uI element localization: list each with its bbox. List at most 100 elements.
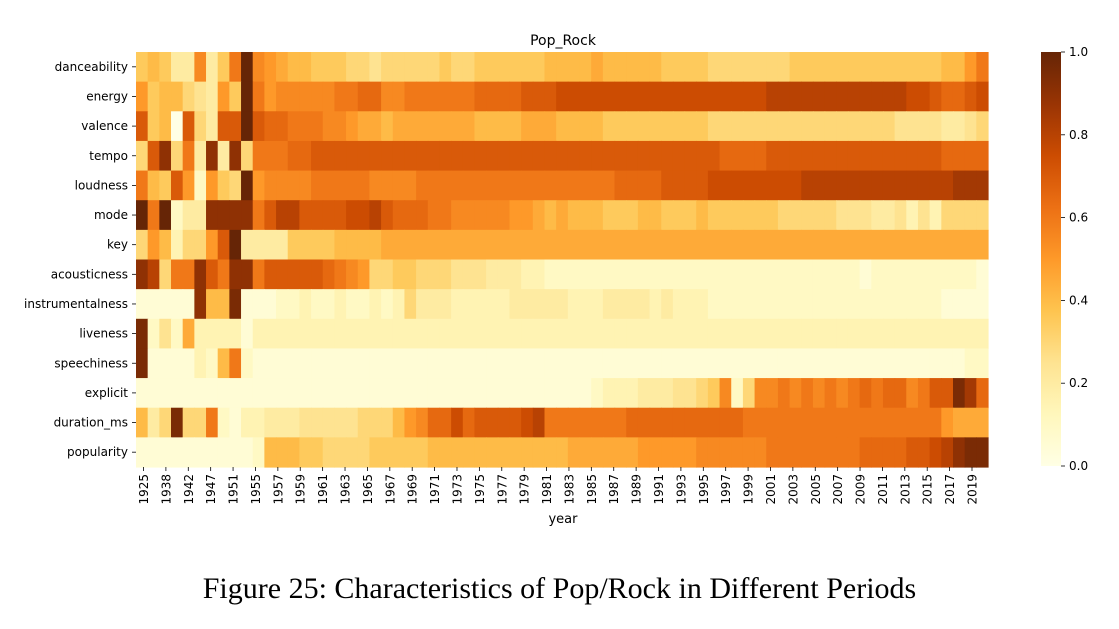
- heatmap-cell: [532, 111, 546, 142]
- heatmap-cell: [952, 318, 966, 350]
- heatmap-cell: [894, 200, 907, 231]
- heatmap-cell: [439, 140, 452, 172]
- heatmap-cell: [264, 407, 277, 438]
- heatmap-cell: [311, 229, 324, 261]
- heatmap-cell: [206, 111, 219, 142]
- heatmap-cell: [976, 318, 989, 350]
- heatmap-cell: [626, 111, 639, 142]
- x-tick-label: 2009: [854, 474, 868, 505]
- heatmap-cell: [276, 81, 289, 112]
- heatmap-cell: [777, 200, 791, 231]
- heatmap-cell: [486, 52, 499, 83]
- heatmap-cell: [136, 140, 149, 172]
- heatmap-cell: [777, 318, 791, 350]
- heatmap-cell: [941, 259, 954, 290]
- heatmap-cell: [521, 318, 534, 350]
- heatmap-cell: [649, 259, 662, 290]
- x-tick-label: 1989: [630, 474, 644, 505]
- heatmap-cell: [369, 259, 382, 290]
- heatmap-cell: [964, 289, 977, 320]
- heatmap-cell: [497, 111, 511, 142]
- heatmap-cell: [252, 437, 265, 468]
- heatmap-cell: [614, 81, 627, 112]
- heatmap-cell: [346, 140, 359, 172]
- heatmap-cell: [707, 200, 721, 231]
- heatmap-cell: [241, 289, 254, 320]
- heatmap-cell: [206, 81, 219, 112]
- heatmap-cell: [696, 407, 709, 438]
- heatmap-cell: [346, 200, 359, 231]
- heatmap-cell: [661, 348, 674, 379]
- heatmap-cell: [509, 81, 522, 112]
- heatmap-cell: [894, 289, 907, 320]
- heatmap-cell: [229, 289, 242, 320]
- heatmap-cell: [474, 348, 487, 379]
- heatmap-cell: [544, 81, 557, 112]
- heatmap-cell: [941, 81, 954, 112]
- heatmap-cell: [754, 200, 767, 231]
- heatmap-cell: [416, 200, 429, 231]
- heatmap-cell: [859, 81, 872, 112]
- heatmap-cell: [917, 318, 931, 350]
- heatmap-cell: [334, 200, 347, 231]
- heatmap-cell: [602, 348, 616, 379]
- heatmap-cell: [521, 407, 534, 438]
- heatmap-cell: [276, 229, 289, 261]
- heatmap-cell: [136, 52, 149, 83]
- heatmap-cell: [882, 52, 896, 83]
- heatmap-cell: [159, 200, 172, 231]
- heatmap-cell: [369, 318, 382, 350]
- heatmap-cell: [486, 259, 499, 290]
- heatmap-cell: [976, 81, 989, 112]
- heatmap-cell: [836, 229, 849, 261]
- heatmap-cell: [836, 437, 849, 468]
- heatmap-cell: [532, 52, 546, 83]
- heatmap-cell: [171, 259, 184, 290]
- heatmap-cell: [637, 111, 651, 142]
- heatmap-cell: [474, 229, 487, 261]
- row-label: mode: [94, 208, 128, 222]
- heatmap-cell: [637, 259, 651, 290]
- heatmap-cell: [672, 259, 686, 290]
- heatmap-cell: [742, 81, 756, 112]
- heatmap-cell: [217, 259, 230, 290]
- heatmap-cell: [602, 81, 616, 112]
- heatmap-cell: [206, 318, 219, 350]
- heatmap-cell: [427, 318, 441, 350]
- heatmap-cell: [777, 52, 791, 83]
- heatmap-cell: [392, 289, 406, 320]
- heatmap-cell: [416, 318, 429, 350]
- heatmap-cell: [252, 229, 265, 261]
- heatmap-cell: [661, 229, 674, 261]
- heatmap-cell: [836, 259, 849, 290]
- heatmap-cell: [346, 407, 359, 438]
- heatmap-cell: [404, 289, 417, 320]
- heatmap-cell: [602, 52, 616, 83]
- heatmap-cell: [241, 378, 254, 409]
- heatmap-cell: [451, 318, 464, 350]
- heatmap-cell: [147, 229, 160, 261]
- heatmap-cell: [731, 437, 744, 468]
- heatmap-cell: [649, 170, 662, 201]
- heatmap-cell: [182, 407, 195, 438]
- heatmap-cell: [264, 378, 277, 409]
- heatmap-cell: [171, 170, 184, 201]
- heatmap-cell: [742, 259, 756, 290]
- heatmap-cell: [392, 348, 406, 379]
- heatmap-cell: [311, 81, 324, 112]
- heatmap-cell: [217, 437, 230, 468]
- heatmap-cell: [299, 229, 312, 261]
- heatmap-cell: [579, 170, 592, 201]
- heatmap-cell: [217, 140, 230, 172]
- heatmap-cell: [416, 111, 429, 142]
- heatmap-cell: [591, 81, 604, 112]
- heatmap-cell: [346, 318, 359, 350]
- heatmap-cell: [171, 318, 184, 350]
- heatmap-cell: [451, 200, 464, 231]
- colorbar-ticks: 0.0 0.2 0.4 0.6 0.8 1.0: [1061, 45, 1088, 473]
- heatmap-cell: [346, 348, 359, 379]
- heatmap-cell: [871, 140, 884, 172]
- heatmap-cell: [264, 348, 277, 379]
- heatmap-cell: [579, 437, 592, 468]
- x-tick-label: 1997: [719, 474, 733, 505]
